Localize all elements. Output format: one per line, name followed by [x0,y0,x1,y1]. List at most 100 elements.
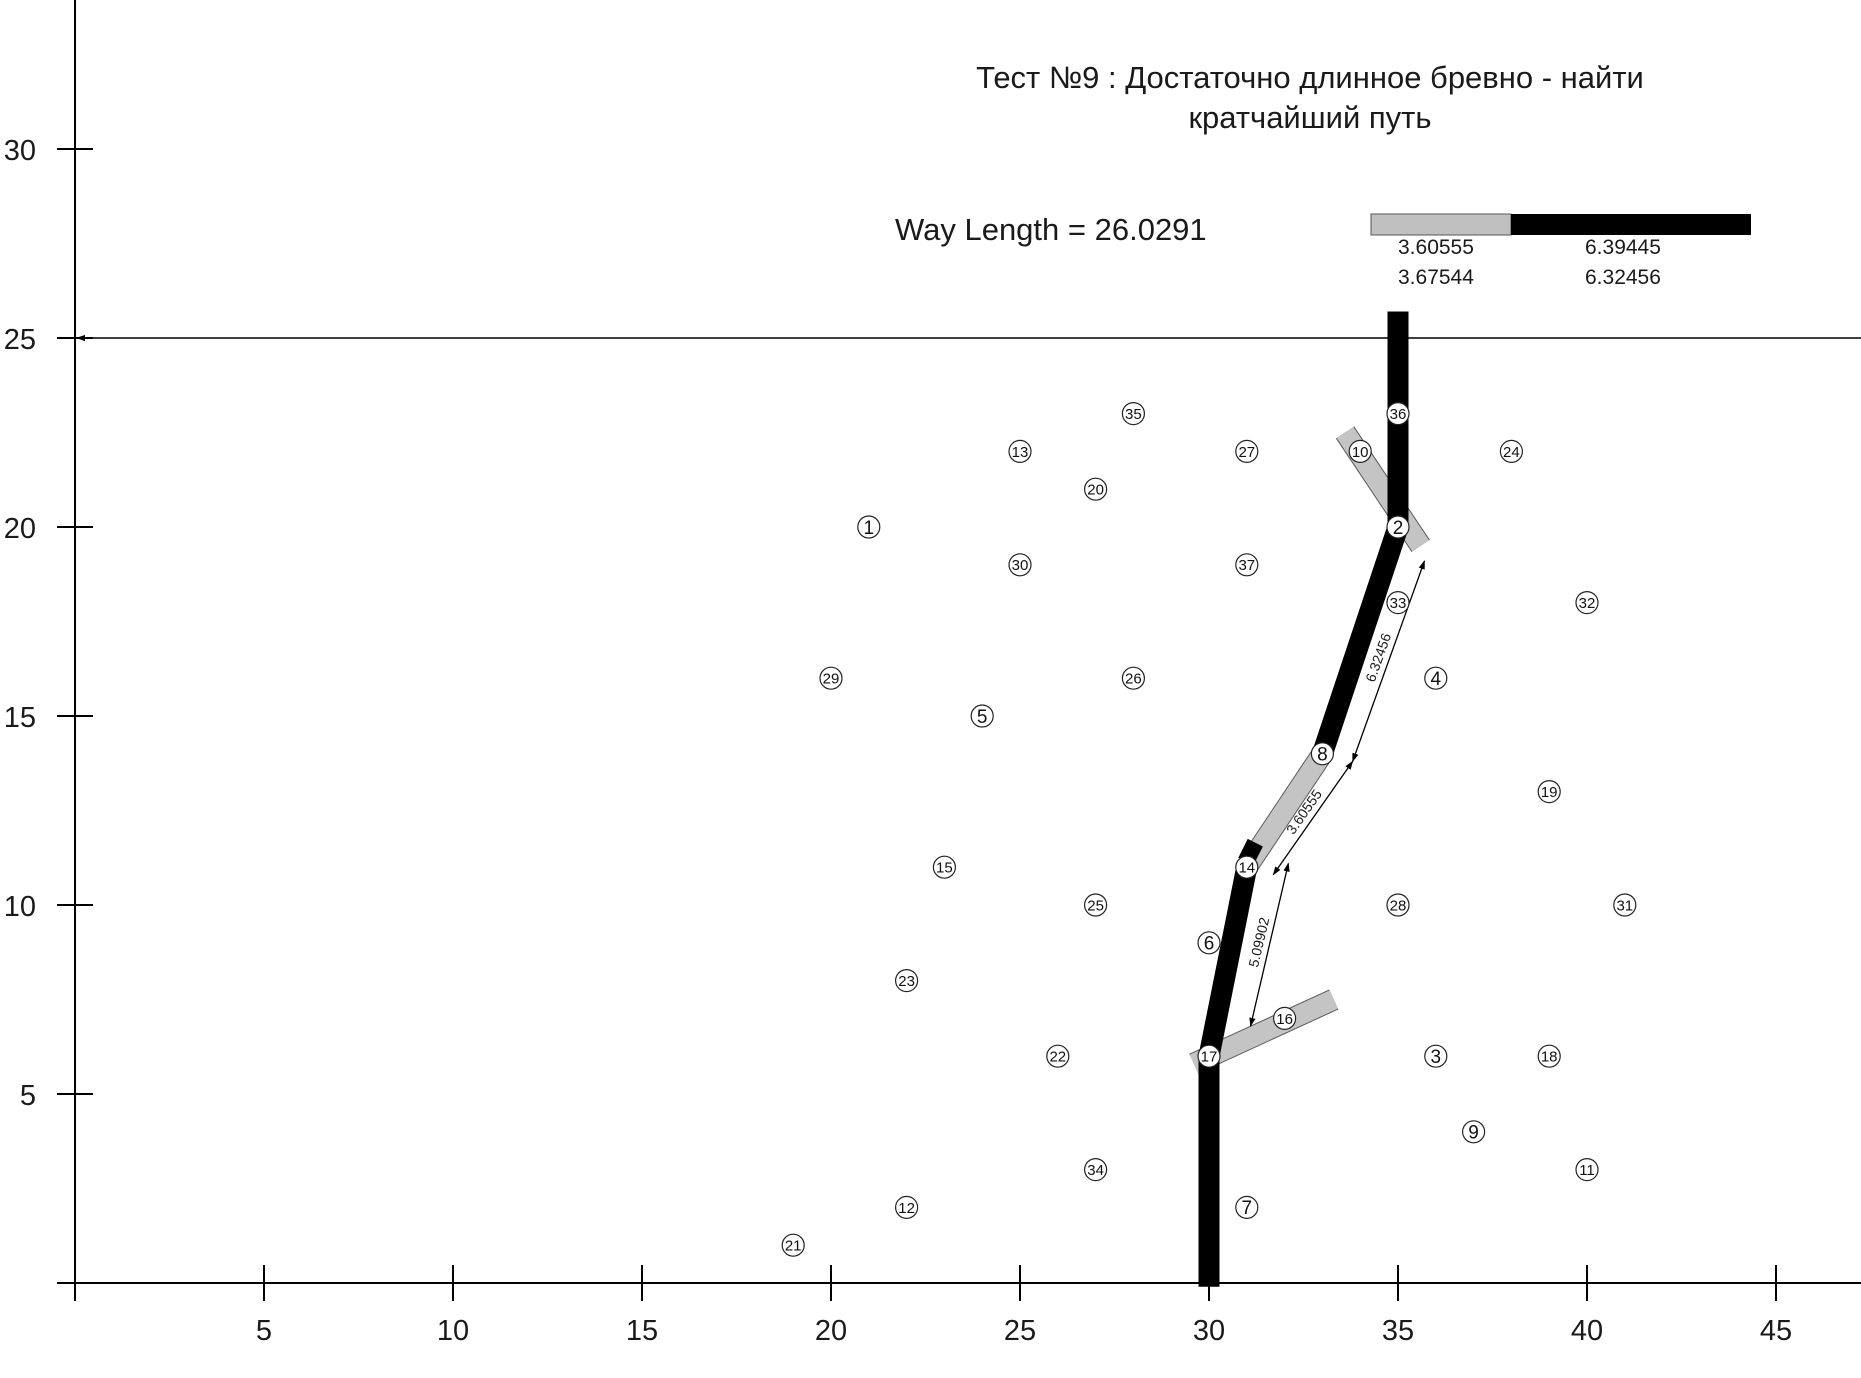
point-label: 11 [1579,1162,1595,1179]
point-label: 13 [1012,444,1029,461]
path-segment [1198,865,1258,1059]
point-marker [1386,515,1410,539]
x-axis-tick-label: 35 [1382,1315,1414,1347]
point-label: 18 [1541,1049,1558,1066]
point-marker [1499,439,1524,463]
legend-value: 3.60555 [1398,236,1474,259]
point-marker [1008,439,1032,463]
dimension-arrow [1352,560,1426,763]
point-marker [894,968,919,993]
point-label: 4 [1431,669,1442,690]
point-marker [1424,666,1448,690]
point-label: 15 [936,860,953,877]
legend-swatch-black [1511,214,1751,235]
y-axis-tick-label: 30 [4,135,36,167]
legend-value: 6.32456 [1585,266,1661,289]
point-label: 16 [1276,1011,1293,1028]
x-axis-tick-label: 20 [815,1315,847,1347]
point-label: 24 [1503,444,1520,461]
path-segment [1238,838,1263,866]
point-marker [1613,893,1637,917]
point-marker [1537,1044,1561,1068]
point-label: 36 [1390,406,1407,423]
point-label: 10 [1352,444,1369,461]
point-label: 29 [823,671,840,688]
point-label: 34 [1087,1162,1104,1179]
way-length-label: Way Length = 26.0291 [895,212,1207,247]
point-label: 31 [1616,897,1633,914]
point-marker [970,704,994,728]
point-label: 30 [1012,557,1029,574]
point-label: 35 [1125,406,1142,423]
y-axis-tick-label: 20 [4,513,36,545]
x-axis-tick-label: 40 [1571,1315,1603,1347]
x-axis-tick-label: 5 [256,1315,272,1347]
legend-value: 3.67544 [1398,266,1474,289]
point-marker [1235,1195,1259,1220]
point-label: 37 [1238,557,1255,574]
point-marker [857,515,881,539]
point-marker [1197,1044,1221,1068]
point-label: 26 [1125,671,1142,688]
point-marker [1310,742,1335,766]
x-axis-tick-label: 25 [1004,1315,1036,1347]
point-label: 23 [898,973,915,990]
point-marker [1348,439,1372,463]
y-axis-tick-label: 15 [4,702,36,734]
point-label: 33 [1390,595,1407,612]
point-label: 27 [1238,444,1255,461]
point-label: 14 [1238,860,1255,877]
point-label: 20 [1087,482,1104,499]
legend-swatch-gray [1370,213,1512,236]
legend-value: 6.39445 [1585,236,1661,259]
point-label: 25 [1087,897,1104,914]
point-label: 28 [1390,897,1407,914]
point-label: 17 [1201,1049,1218,1066]
point-label: 21 [785,1238,802,1255]
y-axis-tick-label: 10 [4,891,36,923]
x-axis-tick-label: 45 [1760,1315,1792,1347]
point-label: 6 [1204,934,1215,955]
point-marker [1235,855,1259,879]
point-marker [1083,477,1108,501]
point-marker [1424,1044,1448,1068]
dimension-arrow [1249,862,1290,1027]
point-marker [1046,1044,1070,1068]
point-marker [1575,590,1599,615]
point-marker [894,1195,919,1220]
point-marker [1461,1120,1486,1144]
x-axis-tick-label: 10 [437,1315,469,1347]
point-label: 22 [1049,1049,1066,1066]
point-label: 2 [1393,518,1404,539]
x-axis-tick-label: 15 [626,1315,658,1347]
y-axis-tick-label: 5 [20,1080,36,1112]
point-label: 8 [1317,745,1328,766]
dimension-arrow [1272,760,1354,876]
point-marker [932,855,957,879]
point-marker [1386,402,1410,426]
point-marker [1235,439,1259,463]
point-marker [781,1233,805,1257]
point-marker [1083,1157,1108,1182]
point-marker [1386,590,1410,615]
point-marker [1575,1157,1599,1182]
point-marker [1272,1006,1297,1031]
point-marker [819,666,843,690]
dimension-label: 5.09902 [1245,916,1272,969]
point-label: 5 [977,707,988,728]
y-axis-tick-label: 25 [4,324,36,356]
point-marker [1197,931,1221,955]
title-line-2: кратчайший путь [1188,100,1432,135]
point-marker [1121,402,1146,426]
point-marker [1386,893,1410,917]
point-label: 12 [898,1200,915,1217]
point-marker [1008,553,1032,577]
point-marker [1537,779,1561,804]
point-label: 19 [1541,784,1558,801]
title-line-1: Тест №9 : Достаточно длинное бревно - на… [976,60,1644,95]
point-marker [1235,553,1259,577]
x-axis-tick-label: 30 [1193,1315,1225,1347]
point-label: 32 [1579,595,1596,612]
